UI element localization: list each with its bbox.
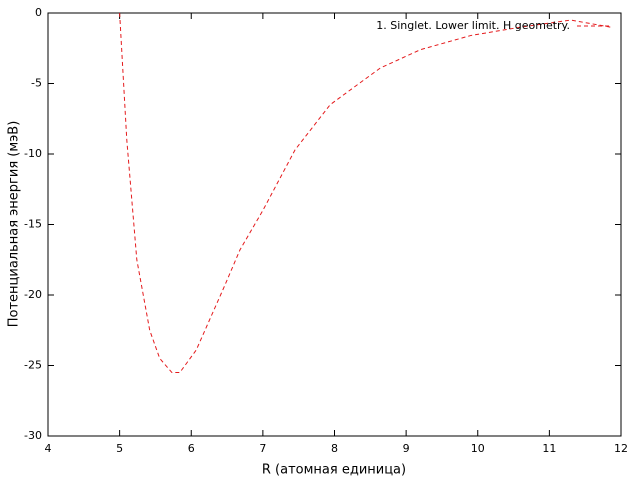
y-tick-label: -30 — [24, 429, 42, 442]
data-line — [119, 12, 611, 374]
y-tick-label: -15 — [24, 218, 42, 231]
y-tick-label: -10 — [24, 147, 42, 160]
x-tick-label: 12 — [614, 442, 628, 455]
legend-label: 1. Singlet. Lower limit. H geometry. — [376, 19, 570, 32]
y-axis-label: Потенциальная энергия (мэВ) — [7, 121, 22, 328]
y-tick-label: 0 — [35, 6, 42, 19]
x-tick-label: 7 — [259, 442, 266, 455]
x-tick-label: 6 — [188, 442, 195, 455]
x-tick-label: 8 — [331, 442, 338, 455]
x-axis-label: R (атомная единица) — [262, 463, 406, 478]
x-tick-label: 9 — [403, 442, 410, 455]
y-tick-label: -20 — [24, 288, 42, 301]
y-tick-label: -25 — [24, 359, 42, 372]
x-tick-label: 4 — [45, 442, 52, 455]
x-tick-label: 5 — [116, 442, 123, 455]
x-tick-label: 11 — [542, 442, 556, 455]
x-tick-label: 10 — [471, 442, 485, 455]
y-tick-label: -5 — [31, 77, 42, 90]
